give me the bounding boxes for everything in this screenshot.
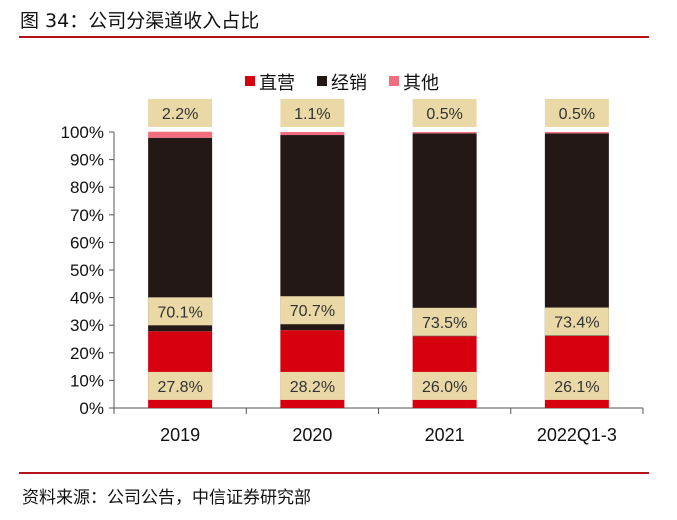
y-tick-label: 30%	[70, 316, 104, 335]
data-label-distributor: 73.4%	[554, 315, 599, 332]
data-label-other-box	[148, 99, 213, 127]
x-tick-label: 2022Q1-3	[537, 425, 617, 445]
y-tick-label: 10%	[70, 371, 104, 390]
data-label-other: 2.2%	[162, 106, 198, 123]
data-label-other-box	[412, 99, 477, 127]
bar-segment	[148, 131, 213, 138]
bar-segment	[280, 132, 345, 136]
y-tick-label: 60%	[70, 233, 104, 252]
data-label-direct: 26.1%	[554, 379, 599, 396]
data-label-direct-box	[544, 371, 609, 400]
data-label-distributor-box	[280, 296, 345, 325]
data-label-other: 1.1%	[294, 106, 330, 123]
data-label-distributor: 70.1%	[157, 304, 202, 321]
legend-swatch	[317, 76, 327, 86]
x-tick-label: 2019	[160, 425, 200, 445]
data-label-other: 0.5%	[426, 106, 462, 123]
x-tick-label: 2021	[425, 425, 465, 445]
y-tick-label: 90%	[70, 151, 104, 170]
legend-label: 经销	[331, 73, 367, 94]
data-label-other-box	[280, 99, 345, 127]
y-tick-label: 20%	[70, 344, 104, 363]
data-label-other-box	[544, 99, 609, 127]
bar-segment	[544, 133, 609, 336]
figure-title: 图 34：公司分渠道收入占比	[20, 10, 260, 32]
x-tick-label: 2020	[292, 425, 332, 445]
data-label-distributor-box	[544, 307, 609, 336]
bar-segment	[412, 132, 477, 134]
legend-swatch	[245, 76, 255, 86]
y-tick-label: 0%	[79, 399, 104, 418]
data-label-distributor-box	[148, 297, 213, 326]
y-tick-label: 50%	[70, 261, 104, 280]
legend-label: 其他	[403, 73, 439, 94]
data-label-direct-box	[412, 371, 477, 400]
y-tick-label: 100%	[61, 123, 104, 142]
data-label-direct-box	[280, 371, 345, 400]
bar-segment	[544, 132, 609, 134]
footer-rule	[19, 472, 649, 474]
data-label-other: 0.5%	[559, 106, 595, 123]
legend-label: 直营	[259, 73, 295, 94]
title-rule	[19, 36, 649, 38]
legend-swatch	[389, 76, 399, 86]
data-label-direct: 26.0%	[422, 379, 467, 396]
y-tick-label: 70%	[70, 206, 104, 225]
source-note: 资料来源：公司公告，中信证券研究部	[22, 488, 311, 508]
y-tick-label: 80%	[70, 178, 104, 197]
data-label-direct: 27.8%	[157, 379, 202, 396]
data-label-direct: 28.2%	[290, 379, 335, 396]
data-label-distributor: 73.5%	[422, 315, 467, 332]
data-label-distributor-box	[412, 307, 477, 336]
bar-segment	[412, 133, 477, 337]
data-label-direct-box	[148, 371, 213, 400]
data-label-distributor: 70.7%	[290, 303, 335, 320]
y-tick-label: 40%	[70, 289, 104, 308]
